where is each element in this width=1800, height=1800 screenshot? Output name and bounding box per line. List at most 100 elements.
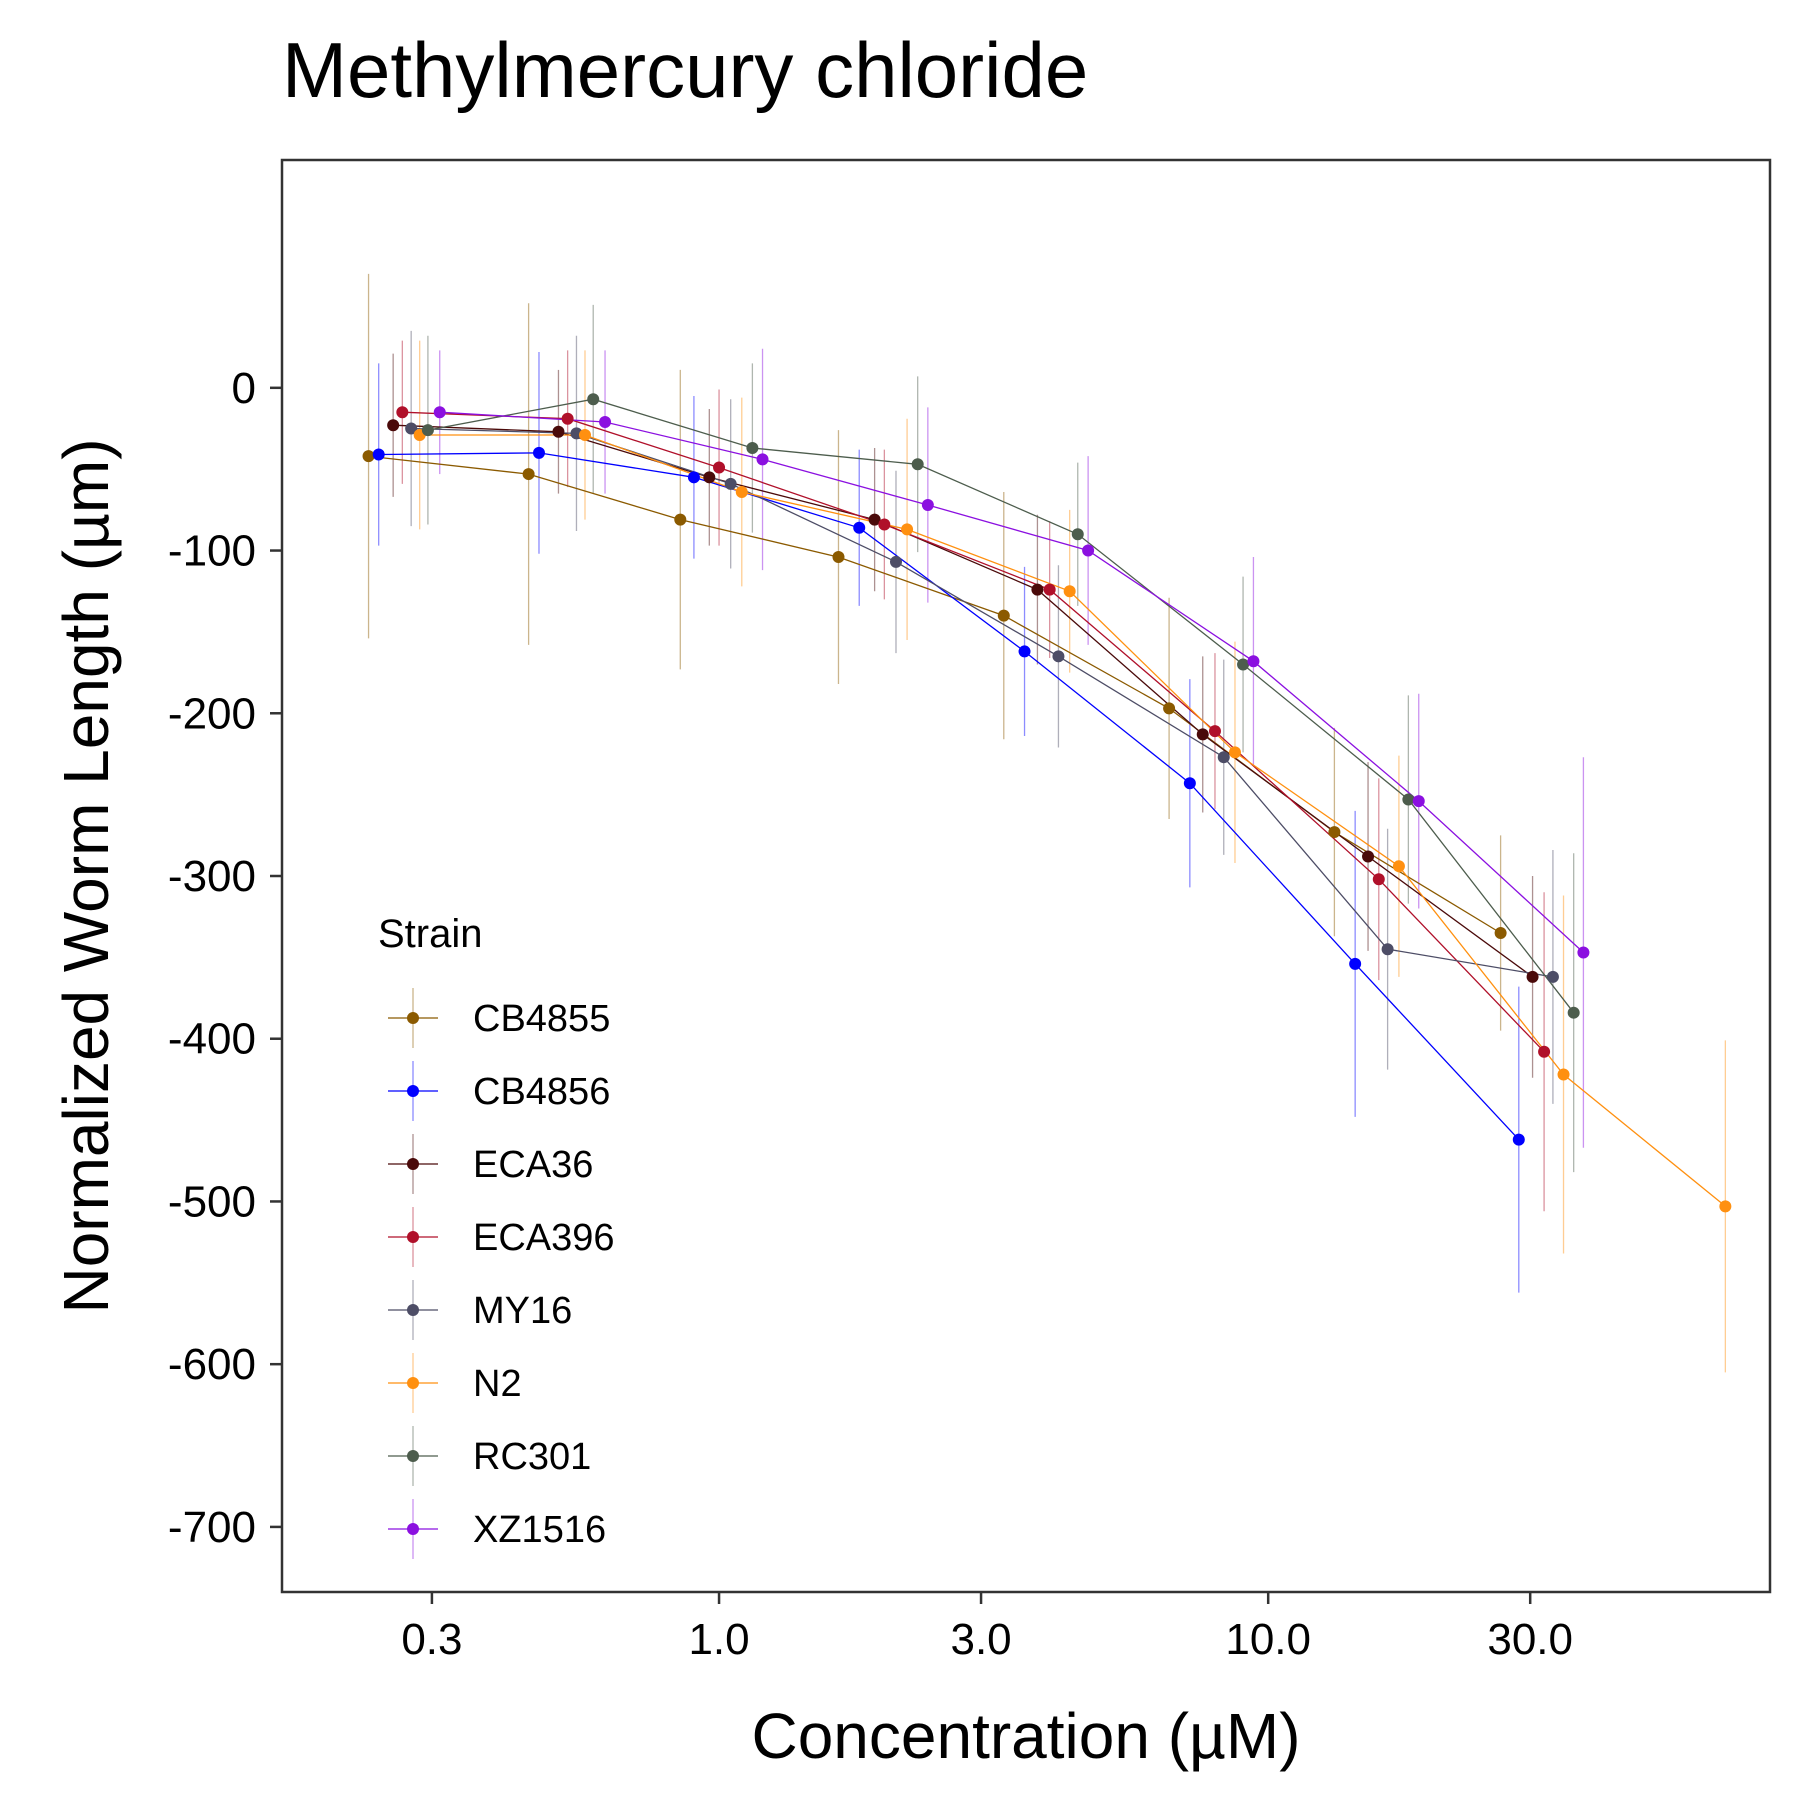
data-point bbox=[599, 415, 612, 428]
data-point bbox=[674, 513, 687, 526]
series-points bbox=[433, 406, 1590, 959]
legend-item: XZ1516 bbox=[388, 1499, 606, 1559]
legend-items: CB4855 CB4856 ECA36 ECA396 MY16 N2 RC301 XZ1516 bbox=[388, 988, 615, 1559]
legend-label: RC301 bbox=[473, 1436, 591, 1478]
data-point bbox=[1392, 860, 1405, 873]
series-points bbox=[387, 419, 1539, 983]
series-line bbox=[419, 434, 1726, 1207]
data-point bbox=[1043, 583, 1056, 596]
y-tick-label: -100 bbox=[168, 527, 256, 576]
x-tick-label: 1.0 bbox=[688, 1615, 749, 1664]
data-point bbox=[405, 422, 418, 435]
x-tick-label: 0.3 bbox=[401, 1615, 462, 1664]
data-point bbox=[746, 442, 759, 455]
legend-item: N2 bbox=[388, 1353, 522, 1413]
data-point bbox=[387, 419, 400, 432]
legend-key-point bbox=[407, 1450, 419, 1462]
series-line bbox=[368, 455, 1501, 934]
legend-key-point bbox=[407, 1085, 419, 1097]
data-point bbox=[1526, 970, 1539, 983]
legend-key-point bbox=[407, 1231, 419, 1243]
data-point bbox=[532, 446, 545, 459]
plot-area bbox=[362, 273, 1732, 1373]
legend-label: CB4855 bbox=[473, 998, 610, 1040]
data-point bbox=[1557, 1068, 1570, 1081]
legend-key-point bbox=[407, 1523, 419, 1535]
data-point bbox=[1512, 1133, 1525, 1146]
legend-key-point bbox=[407, 1304, 419, 1316]
data-point bbox=[853, 521, 866, 534]
axes: 0 -100 -200 -300 -400 -500 -600 -700 0.3 1.0 3.0 10… bbox=[168, 364, 1573, 1664]
legend-key-point bbox=[407, 1377, 419, 1389]
data-point bbox=[1163, 702, 1176, 715]
data-point bbox=[1719, 1200, 1732, 1213]
data-point bbox=[713, 461, 726, 474]
series-points bbox=[362, 450, 1507, 939]
data-point bbox=[735, 485, 748, 498]
data-point bbox=[561, 412, 574, 425]
data-point bbox=[878, 518, 891, 531]
data-point bbox=[1328, 826, 1341, 839]
series-line bbox=[402, 411, 1545, 1053]
data-point bbox=[1052, 650, 1065, 663]
series-errorbars bbox=[392, 353, 1534, 1078]
series-points bbox=[396, 406, 1551, 1058]
data-point bbox=[921, 498, 934, 511]
legend-label: N2 bbox=[473, 1363, 522, 1405]
data-point bbox=[889, 555, 902, 568]
data-point bbox=[1402, 793, 1415, 806]
legend-item: RC301 bbox=[388, 1426, 591, 1486]
series-line bbox=[411, 427, 1554, 978]
data-point bbox=[1381, 943, 1394, 956]
data-point bbox=[1362, 850, 1375, 863]
legend: Strain CB4855 CB4856 ECA36 ECA396 MY16 N2 RC30… bbox=[378, 912, 615, 1559]
x-axis-title: Concentration (µM) bbox=[751, 1700, 1300, 1772]
data-point bbox=[1349, 957, 1362, 970]
y-tick-label: -500 bbox=[168, 1177, 256, 1226]
chart-title: Methylmercury chloride bbox=[282, 26, 1088, 114]
y-tick-label: -700 bbox=[168, 1503, 256, 1552]
x-tick-label: 30.0 bbox=[1487, 1615, 1573, 1664]
data-point bbox=[362, 450, 375, 463]
data-point bbox=[687, 471, 700, 484]
data-point bbox=[396, 406, 409, 419]
series-points bbox=[372, 446, 1525, 1146]
data-point bbox=[522, 468, 535, 481]
data-point bbox=[1208, 725, 1221, 738]
data-point bbox=[1412, 795, 1425, 808]
data-point bbox=[372, 448, 385, 461]
series-line bbox=[427, 398, 1575, 1014]
data-point bbox=[703, 471, 716, 484]
legend-item: ECA36 bbox=[388, 1134, 593, 1194]
data-point bbox=[1031, 583, 1044, 596]
data-point bbox=[1217, 751, 1230, 764]
legend-label: ECA36 bbox=[473, 1144, 593, 1186]
data-point bbox=[724, 477, 737, 490]
series-errorbars bbox=[367, 273, 1502, 1031]
legend-label: XZ1516 bbox=[473, 1509, 606, 1551]
data-point bbox=[1082, 544, 1095, 557]
data-point bbox=[911, 458, 924, 471]
data-point bbox=[421, 424, 434, 437]
series-line bbox=[393, 424, 1533, 978]
legend-item: CB4856 bbox=[388, 1061, 610, 1121]
series-errorbars bbox=[410, 330, 1554, 1104]
y-axis-title: Normalized Worm Length (µm) bbox=[50, 438, 122, 1313]
data-point bbox=[1247, 655, 1260, 668]
data-point bbox=[1237, 658, 1250, 671]
data-point bbox=[1018, 645, 1031, 658]
data-point bbox=[1183, 777, 1196, 790]
data-point bbox=[1567, 1006, 1580, 1019]
x-tick-label: 10.0 bbox=[1225, 1615, 1311, 1664]
y-tick-label: -400 bbox=[168, 1015, 256, 1064]
data-point bbox=[832, 551, 845, 564]
data-point bbox=[901, 523, 914, 536]
y-tick-label: -300 bbox=[168, 852, 256, 901]
data-point bbox=[1538, 1045, 1551, 1058]
series-points bbox=[421, 393, 1580, 1019]
data-point bbox=[1546, 970, 1559, 983]
y-tick-label: -200 bbox=[168, 689, 256, 738]
series-errorbars bbox=[439, 348, 1585, 1148]
